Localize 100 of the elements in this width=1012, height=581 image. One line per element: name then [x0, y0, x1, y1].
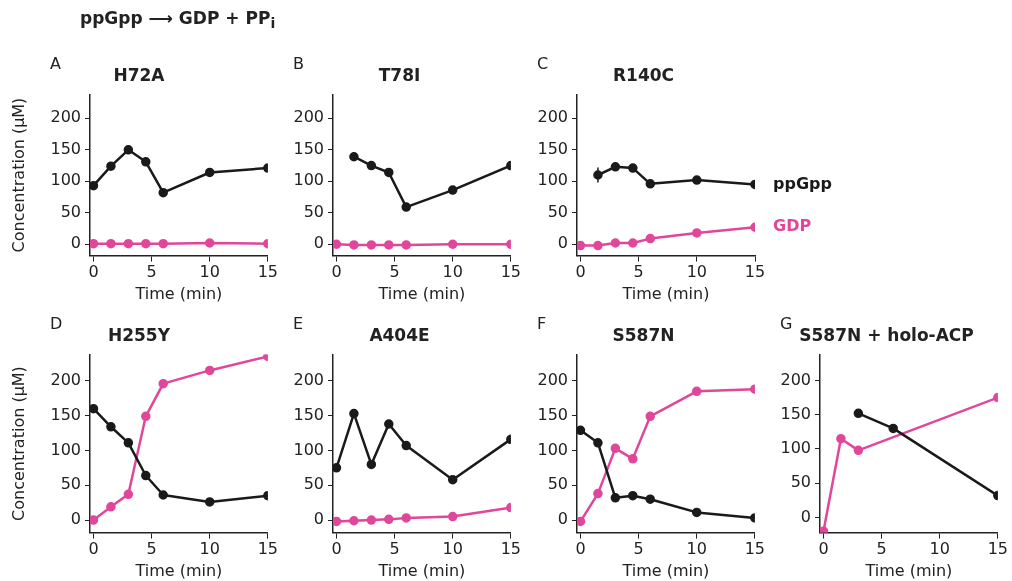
text: A — [50, 54, 61, 73]
point — [645, 494, 655, 504]
point — [204, 167, 215, 178]
text: E — [293, 314, 304, 333]
point — [645, 233, 656, 244]
point — [610, 493, 621, 503]
y-tick-label: 0 — [70, 233, 81, 253]
chart-title: T78I — [378, 64, 421, 85]
point — [691, 507, 702, 518]
y-tick-label: 150 — [50, 404, 81, 424]
x-tick-label: 0 — [818, 539, 829, 559]
x-axis-title: Time (min) — [134, 283, 223, 303]
point — [123, 489, 134, 500]
x-tick-label: 10 — [686, 262, 708, 282]
point — [645, 411, 655, 422]
point — [447, 511, 458, 522]
point — [204, 497, 215, 507]
x-tick-label: 15 — [744, 262, 766, 282]
point — [447, 474, 458, 485]
point — [158, 378, 168, 389]
point — [888, 423, 898, 434]
y-tick-label: 100 — [50, 439, 81, 459]
point — [366, 459, 377, 470]
y-tick-label: 0 — [557, 509, 568, 529]
point — [628, 163, 638, 173]
point — [90, 403, 99, 414]
y-tick-label: 200 — [780, 369, 811, 389]
series-label: GDP — [773, 216, 812, 236]
x-tick-label: 5 — [876, 539, 887, 559]
point — [141, 238, 151, 249]
point — [349, 240, 359, 250]
point — [158, 238, 168, 249]
point — [593, 488, 603, 499]
chart-title: S587N — [612, 324, 675, 345]
point — [384, 167, 394, 178]
point — [853, 408, 864, 419]
x-tick-label: 10 — [442, 539, 463, 559]
x-tick-label: 15 — [257, 539, 278, 559]
point — [384, 240, 394, 250]
point — [447, 185, 458, 195]
text: B — [293, 54, 304, 73]
point — [366, 240, 377, 250]
point — [106, 422, 116, 432]
y-tick-label: 0 — [800, 506, 811, 526]
y-tick-label: 50 — [790, 472, 811, 492]
y-tick-label: 100 — [780, 438, 811, 458]
point — [384, 419, 394, 429]
point — [645, 179, 656, 189]
x-tick-label: 0 — [331, 539, 342, 559]
point — [158, 490, 168, 500]
chart-title: H255Y — [107, 324, 171, 345]
point — [333, 239, 342, 250]
y-tick-label: 200 — [50, 107, 81, 127]
series-label: ppGpp — [773, 173, 832, 193]
point — [106, 502, 116, 512]
x-tick-label: 0 — [331, 262, 342, 282]
point — [90, 238, 99, 249]
y-tick-label: 50 — [60, 201, 81, 221]
point — [204, 365, 215, 376]
x-tick-label: 0 — [88, 262, 99, 282]
point — [106, 161, 116, 171]
y-tick-label: 100 — [50, 170, 81, 190]
x-axis-title: Time (min) — [621, 283, 710, 303]
y-tick-label: 200 — [293, 107, 324, 127]
point — [610, 162, 621, 172]
point — [123, 238, 134, 249]
y-tick-label: 100 — [293, 170, 324, 190]
point — [628, 490, 638, 501]
point — [401, 202, 411, 212]
y-tick-label: 150 — [293, 138, 324, 158]
point — [141, 411, 151, 422]
x-tick-label: 15 — [744, 539, 765, 559]
point — [349, 151, 359, 162]
x-tick-label: 15 — [500, 262, 521, 282]
point — [106, 238, 116, 249]
point — [853, 445, 864, 456]
y-tick-label: 150 — [293, 404, 324, 424]
x-axis-title: Time (min) — [377, 283, 466, 303]
x-tick-label: 5 — [389, 539, 400, 559]
chart-title: R140C — [612, 64, 675, 85]
point — [593, 438, 603, 448]
y-tick-label: 0 — [313, 233, 324, 253]
point — [366, 160, 377, 171]
y-tick-label: 0 — [313, 509, 324, 529]
text: C — [537, 54, 549, 73]
x-tick-label: 15 — [257, 262, 278, 282]
text: D — [50, 314, 63, 333]
point — [447, 239, 458, 250]
point — [123, 438, 134, 448]
text: G — [780, 314, 793, 333]
y-tick-label: 50 — [60, 474, 81, 494]
point — [401, 440, 411, 451]
y-tick-label: 150 — [50, 138, 81, 158]
x-tick-label: 5 — [633, 539, 644, 559]
x-axis-title: Time (min) — [377, 560, 466, 580]
y-axis-title: Concentration (μM) — [8, 366, 28, 521]
y-tick-label: 150 — [537, 138, 568, 158]
point — [349, 516, 359, 526]
point — [366, 515, 377, 525]
chart-title: A404E — [369, 324, 430, 345]
